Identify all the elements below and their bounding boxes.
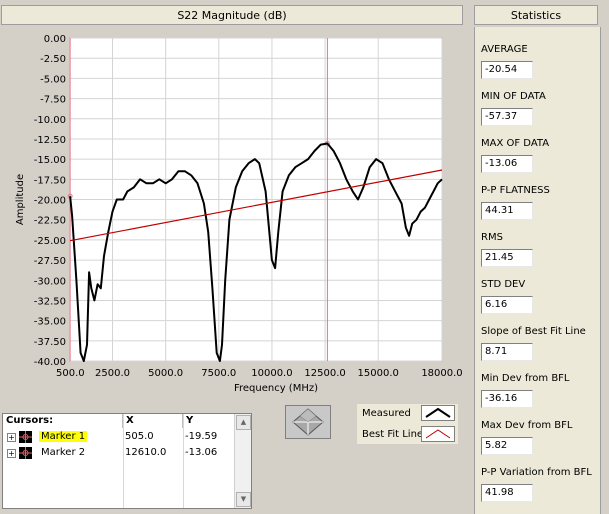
x-tick-label: 15000.0 [358,368,399,379]
stat-value-field[interactable]: 41.98 [481,484,533,502]
y-axis-title: Amplitude [15,174,26,225]
stat-label: Max Dev from BFL [481,420,573,431]
stat-value-field[interactable]: -13.06 [481,155,533,173]
scroll-down-icon[interactable]: ▼ [236,492,251,507]
column-divider [183,414,184,508]
stat-value-field[interactable]: -57.37 [481,108,533,126]
x-tick-label: 2500.0 [95,368,130,379]
x-tick-label: 10000.0 [251,368,292,379]
statistics-title-text: Statistics [510,8,562,22]
y-tick-label: -2.50 [40,54,66,65]
expand-icon[interactable]: + [7,449,16,458]
y-tick-label: -30.00 [34,276,66,287]
cursor-x-header: X [123,414,183,428]
y-tick-label: -25.00 [34,236,66,247]
statistics-title: Statistics [474,5,598,25]
y-tick-label: -27.50 [34,256,66,267]
pan-navigation-icon[interactable] [286,406,330,438]
crosshair-marker-icon[interactable] [19,447,32,459]
cursor-row-marker-2[interactable]: + Marker 2 12610.0 -13.06 [3,446,235,461]
legend-item-measured[interactable]: Measured [357,405,458,423]
best-fit-line-icon[interactable] [421,426,455,442]
best-fit-line [69,169,443,242]
stat-value-field[interactable]: 5.82 [481,437,533,455]
y-tick-label: 0.00 [44,34,66,45]
x-tick-label: 5000.0 [148,368,183,379]
crosshair-marker-icon[interactable] [19,431,32,443]
y-tick-label: -7.50 [40,95,66,106]
statistics-panel: AVERAGE -20.54 MIN OF DATA -57.37 MAX OF DAT… [474,27,601,514]
stat-value-field[interactable]: -20.54 [481,61,533,79]
stat-value-field[interactable]: 21.45 [481,249,533,267]
stat-label: AVERAGE [481,44,528,55]
y-tick-label: -10.00 [34,115,66,126]
expand-icon[interactable]: + [7,433,16,442]
stat-value-field[interactable]: 44.31 [481,202,533,220]
cursor-row-marker-1[interactable]: + Marker 1 505.0 -19.59 [3,430,235,445]
x-tick-label: 18000.0 [421,368,462,379]
s22-magnitude-chart[interactable]: 0.00 -2.50 -5.00 -7.50 -10.00 -12.50 -15.00 -17… [1,27,464,401]
x-tick-label: 12500.0 [304,368,345,379]
y-tick-label: -32.50 [34,296,66,307]
marker-2-label[interactable]: Marker 2 [41,447,86,458]
marker-2-x[interactable]: 12610.0 [125,447,167,458]
y-tick-label: -17.50 [34,175,66,186]
y-tick-label: -40.00 [34,357,66,368]
legend-item-best-fit[interactable]: Best Fit Line [357,426,458,444]
marker-1-x[interactable]: 505.0 [125,431,154,442]
stat-label: P-P Variation from BFL [481,467,592,478]
y-tick-label: -35.00 [34,317,66,328]
plot-title-text: S22 Magnitude (dB) [177,8,287,22]
y-tick-label: -37.50 [34,337,66,348]
x-tick-label: 500.0 [56,368,85,379]
scroll-up-icon[interactable]: ▲ [236,415,251,430]
marker-1-label[interactable]: Marker 1 [39,431,88,442]
cursors-header: Cursors: [3,414,123,428]
measured-series-line [69,142,443,362]
x-axis-title: Frequency (MHz) [234,383,318,394]
legend-label-measured: Measured [362,408,411,419]
plot-title: S22 Magnitude (dB) [1,5,463,25]
legend-label-best-fit: Best Fit Line [362,429,424,440]
x-tick-label: 7500.0 [201,368,236,379]
stat-label: Min Dev from BFL [481,373,570,384]
plot-legend: Measured Best Fit Line [357,404,458,444]
measured-line-icon[interactable] [421,405,455,421]
pan-navigation-button[interactable] [285,405,331,439]
cursor-table[interactable]: Cursors: X Y + Marker 1 505.0 -19.59 + M… [2,413,252,509]
stat-label: MIN OF DATA [481,91,546,102]
y-tick-label: -20.00 [34,196,66,207]
y-tick-label: -15.00 [34,155,66,166]
marker-2-y[interactable]: -13.06 [185,447,218,458]
y-tick-label: -22.50 [34,216,66,227]
stat-label: MAX OF DATA [481,138,550,149]
stat-value-field[interactable]: 6.16 [481,296,533,314]
cursor-table-scrollbar[interactable]: ▲ ▼ [234,414,251,508]
y-tick-label: -5.00 [40,74,66,85]
marker-1-y[interactable]: -19.59 [185,431,218,442]
stat-label: Slope of Best Fit Line [481,326,586,337]
stat-value-field[interactable]: -36.16 [481,390,533,408]
cursor-y-header: Y [183,414,235,428]
stat-label: RMS [481,232,503,243]
stat-label: STD DEV [481,279,526,290]
stat-value-field[interactable]: 8.71 [481,343,533,361]
y-tick-label: -12.50 [34,135,66,146]
stat-label: P-P FLATNESS [481,185,550,196]
column-divider [123,414,124,508]
graph-panel[interactable]: 0.00 -2.50 -5.00 -7.50 -10.00 -12.50 -15.00 -17… [1,27,464,401]
